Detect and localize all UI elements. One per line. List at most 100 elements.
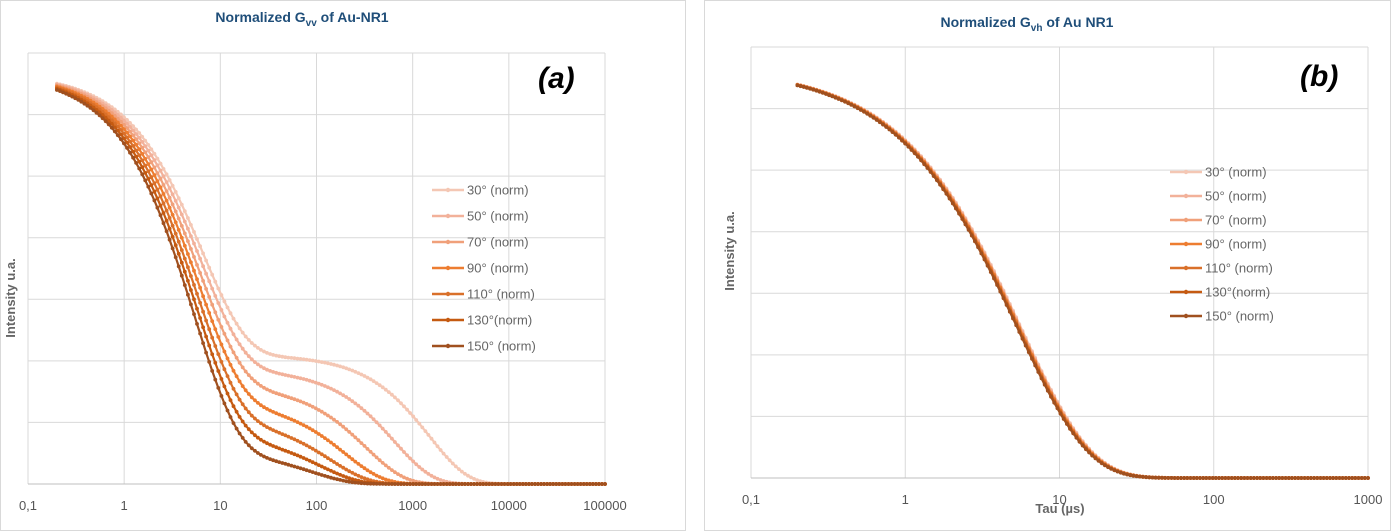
chart-a-series-point [210,335,215,340]
chart-a-series-point [386,433,391,438]
chart-a-series-point [216,317,221,322]
chart-a-series-point [341,424,346,429]
chart-a-series-point [204,302,209,307]
chart-b-series-point [1093,456,1098,461]
chart-a-series-point [259,384,263,388]
chart-a-series-point [186,265,190,270]
chart-a-series-point [350,477,355,481]
chart-a-series-point [383,387,388,392]
chart-b-series-point [1004,303,1009,307]
chart-a-series-point [371,417,376,422]
chart-a-series-point [240,384,245,388]
chart-a-series-point [368,481,373,486]
chart-b-series-point [922,162,927,167]
chart-a-series-point [91,108,96,113]
chart-a-series-point [134,132,139,136]
chart-a-series-point [234,374,239,379]
chart-a-series-point [204,271,209,276]
chart-a-series-point [313,380,318,385]
chart-a-series-point [298,454,303,459]
chart-a-series-point [286,416,291,420]
chart-b-series-point [1366,476,1370,480]
chart-a-series-point [155,156,160,161]
chart-a-series-point [225,391,230,396]
chart-a-series-point [179,260,184,265]
chart-a-series-point [112,129,117,134]
chart-b-series-point [1084,447,1088,452]
chart-a-series-point [310,470,315,474]
chart-a-series-point [256,451,260,455]
chart-a-series-point [231,350,236,355]
chart-a-series-point [377,475,382,479]
chart-a-series-point [256,362,260,367]
chart-b-legend-marker [1183,169,1189,175]
chart-a-series-point [164,218,169,223]
chart-b-legend-marker [1183,217,1189,223]
chart-a-series-point [186,226,190,231]
chart-b-series-point [824,92,828,96]
chart-a-series-point [152,189,157,194]
chart-a-series-point [450,461,455,466]
chart-a-series-point [335,477,339,482]
chart-b-series-point [1001,296,1006,301]
chart-b-series-point [998,289,1003,294]
chart-a-series-point [380,385,385,390]
chart-b-series-point [1299,476,1304,480]
chart-b-series-7 [795,83,1370,480]
chart-a-series-point [316,450,321,455]
chart-a-series-point [377,383,382,388]
chart-a-series-point [335,462,339,466]
chart-a-series-point [213,327,218,331]
chart-a-series-point [262,405,266,410]
chart-b-series-point [1280,476,1285,480]
chart-b-series-point [893,132,898,137]
chart-b-series-point [1255,476,1259,480]
chart-a-series-point [225,408,230,413]
chart-a-series-point [432,482,437,486]
chart-b-series-point [849,103,854,107]
chart-a-series-point [259,437,263,442]
chart-a-series-point [341,450,346,454]
chart-a-series-point [560,482,565,486]
chart-b-series-point [1112,468,1117,473]
chart-a-series-point [435,476,440,481]
chart-a-series-point [55,88,59,92]
chart-a-series-point [490,482,495,486]
chart-a-series-point [231,332,236,337]
chart-a-series-point [304,443,309,448]
chart-a-series-point [246,427,251,432]
chart-a-series-point [210,302,215,307]
chart-a-series-point [155,196,160,201]
chart-b-legend-marker [1183,193,1189,199]
chart-a-series-point [463,482,467,486]
chart-a-series-point [316,432,321,436]
chart-b-series-point [801,85,806,89]
chart-b-series-point [1271,476,1275,480]
chart-a-series-point [423,482,428,486]
chart-a-legend-marker [445,317,451,323]
chart-a-series-point [213,279,218,284]
chart-a-series-point [371,452,376,457]
chart-a-series-point [554,482,559,486]
chart-a-series-point [332,442,336,447]
chart-a-series-point [122,131,126,136]
chart-b-legend-label: 50° (norm) [1205,189,1267,204]
chart-a-series-point [307,445,312,449]
chart-a-series-point [283,355,288,360]
chart-b-series-point [1340,476,1345,480]
chart-a-series-point [243,369,248,374]
chart-b-series-point [944,191,949,196]
chart-a-series-point [143,138,148,143]
chart-a-series-point [198,256,203,261]
chart-a-series-point [332,470,336,475]
chart-b-series-point [925,166,930,170]
chart-a-series-point [262,366,266,371]
chart-a-series-point [125,126,129,130]
chart-a-series-point [597,482,601,486]
chart-a-series-point [140,145,145,150]
chart-a-series-point [149,147,154,152]
chart-a-series-point [201,279,206,283]
chart-a-series-point [292,452,297,457]
chart-a-series-point [179,235,184,240]
chart-a-series-point [222,401,227,406]
